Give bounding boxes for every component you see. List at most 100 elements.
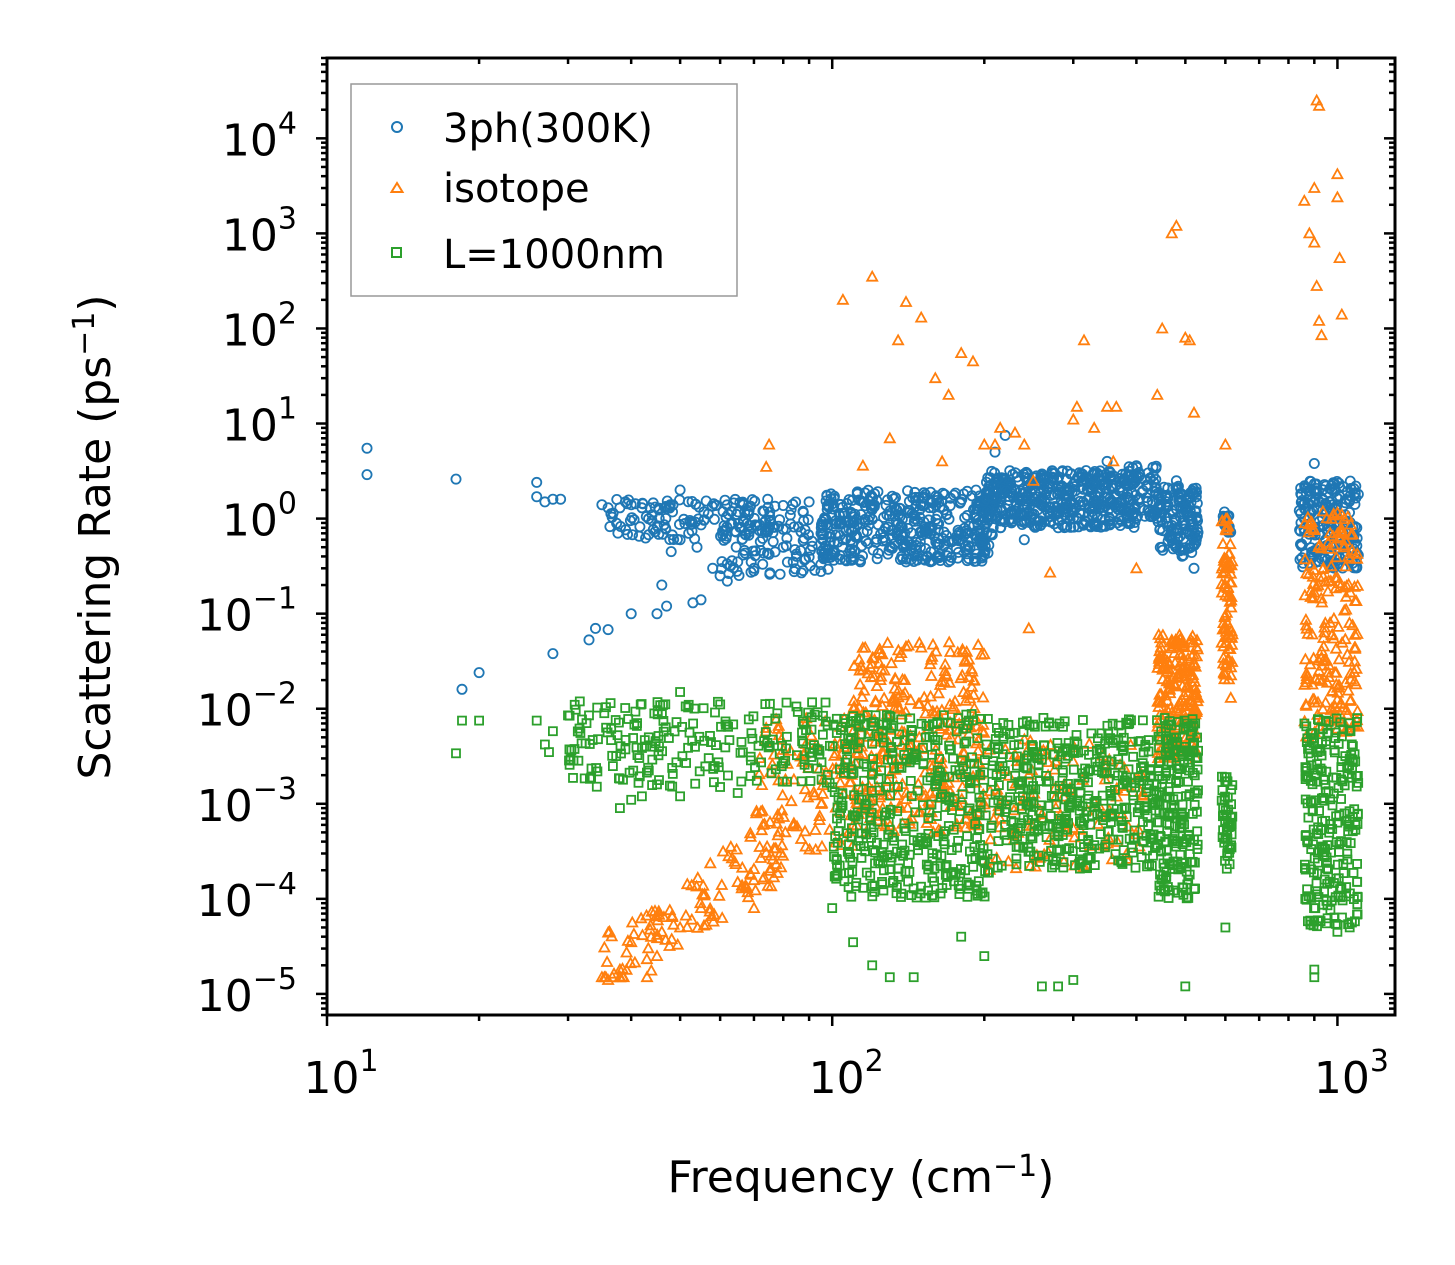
point-triangle (856, 747, 870, 759)
point-circle (1078, 499, 1090, 511)
point-square (882, 720, 893, 731)
point-triangle (666, 917, 681, 930)
point-triangle (1325, 684, 1339, 697)
point-circle (986, 501, 998, 513)
point-triangle (697, 888, 711, 901)
point-triangle (644, 963, 658, 976)
point-triangle (1220, 606, 1234, 618)
point-square (1338, 858, 1349, 869)
point-circle (978, 534, 990, 546)
point-square (1321, 739, 1331, 750)
point-circle (656, 579, 668, 591)
point-square (1178, 882, 1189, 893)
point-triangle (943, 645, 957, 657)
point-circle (845, 547, 857, 559)
point-square (872, 837, 882, 848)
point-triangle (715, 878, 729, 890)
point-circle (759, 526, 771, 538)
point-triangle (1183, 333, 1197, 346)
point-circle (825, 488, 837, 500)
point-square (959, 738, 970, 749)
point-circle (872, 519, 884, 531)
point-triangle (1298, 552, 1312, 565)
point-triangle (1309, 672, 1323, 685)
point-square (887, 832, 898, 843)
point-circle (740, 529, 752, 541)
point-square (1044, 717, 1054, 728)
point-square (614, 717, 624, 728)
point-triangle (971, 638, 985, 650)
point-circle (682, 496, 694, 508)
point-circle (990, 482, 1002, 494)
point-square (1313, 847, 1323, 858)
point-square (723, 721, 733, 732)
point-square (973, 824, 984, 834)
point-square (1077, 855, 1088, 865)
point-square (884, 864, 895, 874)
point-circle (615, 521, 627, 533)
point-square (949, 793, 960, 804)
point-square (1098, 815, 1108, 825)
point-circle (1133, 466, 1145, 478)
point-triangle (690, 879, 704, 892)
point-square (1021, 763, 1032, 773)
point-circle (583, 634, 595, 646)
point-triangle (600, 955, 614, 967)
point-triangle (747, 873, 761, 886)
point-square (694, 731, 705, 742)
point-square (936, 850, 947, 861)
point-circle (636, 502, 648, 514)
point-square (601, 722, 611, 733)
point-square (1342, 848, 1353, 859)
point-triangle (901, 638, 916, 651)
point-triangle (836, 292, 850, 305)
point-circle (628, 514, 640, 526)
point-square (846, 891, 857, 902)
point-triangle (1306, 591, 1320, 604)
point-square (1009, 828, 1020, 839)
point-circle (836, 541, 848, 553)
point-triangle (827, 749, 841, 761)
point-square (1143, 746, 1154, 757)
point-triangle (1309, 579, 1324, 592)
point-triangle (1333, 251, 1347, 264)
point-square (778, 758, 789, 769)
point-circle (1058, 509, 1070, 521)
point-square (875, 785, 885, 796)
point-circle (1301, 534, 1313, 546)
point-triangle (1189, 685, 1203, 698)
point-square (932, 776, 942, 786)
point-triangle (1306, 577, 1320, 589)
x-tick-label: 101 (303, 1044, 378, 1104)
point-square (792, 750, 802, 761)
point-triangle (1161, 673, 1175, 686)
point-triangle (1306, 569, 1320, 582)
point-circle (896, 531, 908, 543)
point-triangle (1307, 523, 1321, 535)
point-square (1176, 815, 1187, 826)
point-square (643, 765, 654, 776)
point-circle (848, 511, 860, 523)
point-square (1018, 727, 1029, 737)
point-triangle (1315, 595, 1329, 608)
y-axis-label-exponent: −1 (67, 312, 102, 356)
point-triangle (623, 956, 638, 969)
point-square (1338, 868, 1349, 878)
point-square (1158, 884, 1169, 894)
point-circle (1137, 484, 1149, 496)
point-square (1192, 788, 1203, 799)
point-square (850, 811, 861, 822)
point-square (1113, 834, 1124, 845)
point-square (939, 710, 949, 721)
point-square (667, 769, 678, 779)
point-square (1069, 736, 1080, 747)
point-triangle (1348, 654, 1362, 667)
point-square (1312, 747, 1323, 757)
point-circle (1016, 516, 1028, 528)
point-circle (737, 549, 749, 561)
point-circle (1073, 471, 1085, 483)
point-square (1091, 796, 1102, 806)
point-circle (666, 529, 678, 541)
point-square (1189, 800, 1200, 810)
point-square (667, 781, 678, 792)
